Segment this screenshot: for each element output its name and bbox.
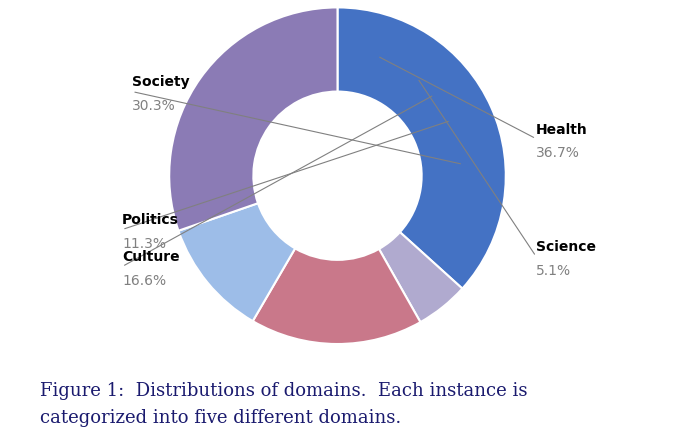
Text: Science: Science (536, 240, 596, 254)
Wedge shape (169, 9, 338, 231)
Wedge shape (178, 204, 295, 321)
Text: Health: Health (536, 122, 588, 136)
Text: Society: Society (132, 75, 190, 89)
Text: 16.6%: 16.6% (122, 273, 166, 287)
Text: Politics: Politics (122, 213, 179, 227)
Text: 5.1%: 5.1% (536, 263, 571, 277)
Text: 30.3%: 30.3% (132, 99, 176, 113)
Text: Culture: Culture (122, 250, 180, 264)
Text: Figure 1:  Distributions of domains.  Each instance is
categorized into five dif: Figure 1: Distributions of domains. Each… (40, 381, 528, 426)
Wedge shape (252, 249, 421, 344)
Text: 36.7%: 36.7% (536, 146, 580, 160)
Wedge shape (338, 9, 506, 289)
Wedge shape (379, 233, 462, 322)
Text: 11.3%: 11.3% (122, 237, 166, 250)
